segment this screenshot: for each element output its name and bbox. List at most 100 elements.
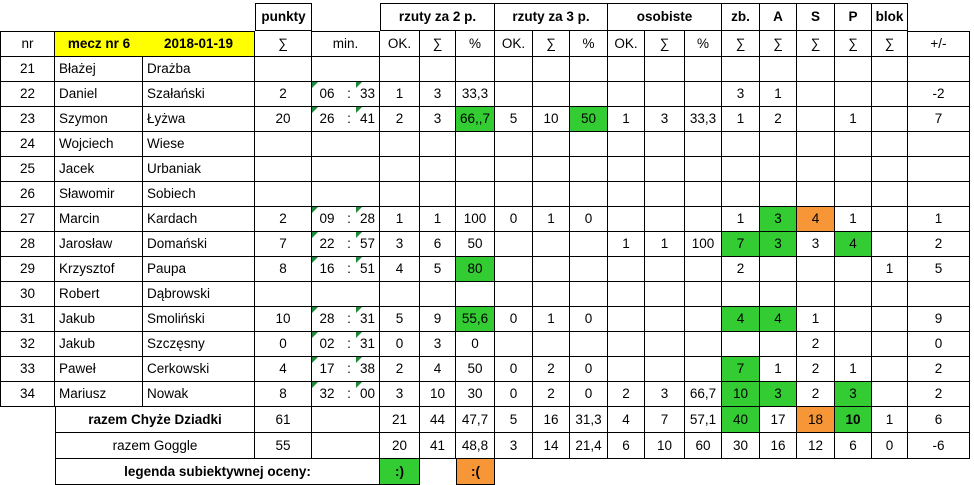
stat-a: 3 [760, 207, 797, 232]
stat-pm: 2 [908, 357, 970, 382]
totals-zb: 30 [722, 433, 760, 459]
player-last-name: Cerkowski [143, 357, 255, 382]
stat-pct3: 0 [570, 207, 608, 232]
stat-okf [608, 157, 645, 182]
player-last-name: Łyżwa [143, 107, 255, 132]
player-minutes: 28 [312, 307, 342, 332]
stat-pctf [685, 132, 722, 157]
stat-blk [872, 382, 908, 407]
stat-attf [645, 82, 685, 107]
time-separator: : [342, 382, 356, 407]
stat-blk [872, 207, 908, 232]
stat-att3 [533, 132, 570, 157]
stat-blk [872, 332, 908, 357]
stat-attf [645, 57, 685, 82]
stat-okf: 1 [608, 107, 645, 132]
sub-pct-rzuty2: % [456, 31, 495, 57]
stat-attf: 3 [645, 107, 685, 132]
stat-att2: 5 [420, 257, 456, 282]
stat-zb [722, 332, 760, 357]
sub-sum-s: ∑ [797, 31, 835, 57]
stat-pct2 [456, 182, 495, 207]
stat-pm [908, 157, 970, 182]
player-first-name: Sławomir [55, 182, 143, 207]
player-last-name: Szczęsny [143, 332, 255, 357]
player-last-name: Domański [143, 232, 255, 257]
stat-okf: 1 [608, 232, 645, 257]
stat-p [835, 157, 872, 182]
player-minutes: 16 [312, 257, 342, 282]
sub-sum-rzuty3: ∑ [533, 31, 570, 57]
totals-pct2: 47,7 [456, 407, 495, 433]
player-seconds: 28 [356, 207, 380, 232]
stat-ok2: 4 [380, 257, 420, 282]
time-separator: : [342, 257, 356, 282]
stat-att3 [533, 332, 570, 357]
totals-att2: 44 [420, 407, 456, 433]
stat-okf [608, 307, 645, 332]
stat-pct2 [456, 157, 495, 182]
stat-a [760, 182, 797, 207]
stat-okf [608, 207, 645, 232]
player-minutes [312, 182, 342, 207]
player-number: 34 [0, 382, 55, 407]
totals-okf: 4 [608, 407, 645, 433]
stat-st [797, 157, 835, 182]
totals-pctf: 57,1 [685, 407, 722, 433]
header-osobiste: osobiste [608, 3, 722, 31]
stat-pctf [685, 307, 722, 332]
player-minutes: 02 [312, 332, 342, 357]
time-separator: : [342, 307, 356, 332]
stat-attf [645, 257, 685, 282]
player-minutes: 09 [312, 207, 342, 232]
player-seconds: 33 [356, 82, 380, 107]
stat-att3: 10 [533, 107, 570, 132]
totals-pctf: 60 [685, 433, 722, 459]
stat-pct2: 30 [456, 382, 495, 407]
stat-okf: 2 [608, 382, 645, 407]
stat-attf [645, 157, 685, 182]
header-rzuty-3p: rzuty za 3 p. [495, 3, 608, 31]
stat-p: 4 [835, 232, 872, 257]
stat-pct2: 55,6 [456, 307, 495, 332]
player-seconds [356, 132, 380, 157]
player-last-name: Drażba [143, 57, 255, 82]
player-number: 21 [0, 57, 55, 82]
totals-ok3: 5 [495, 407, 533, 433]
stat-st [797, 282, 835, 307]
sub-sum-a: ∑ [760, 31, 797, 57]
totals-minutes [312, 433, 380, 459]
stat-pct3: 50 [570, 107, 608, 132]
sub-ok-rzuty3: OK. [495, 31, 533, 57]
stat-ok3 [495, 157, 533, 182]
stat-att3 [533, 57, 570, 82]
player-number: 23 [0, 107, 55, 132]
totals-att3: 16 [533, 407, 570, 433]
stat-attf [645, 207, 685, 232]
player-number: 30 [0, 282, 55, 307]
stat-zb [722, 157, 760, 182]
player-points [255, 157, 312, 182]
stat-st [797, 57, 835, 82]
match-date: 2018-01-19 [143, 31, 255, 57]
stat-pct3 [570, 82, 608, 107]
stat-ok3: 5 [495, 107, 533, 132]
stat-a [760, 157, 797, 182]
header-asysty: A [760, 3, 797, 31]
stat-ok2: 3 [380, 232, 420, 257]
stat-ok2 [380, 182, 420, 207]
stat-ok2: 2 [380, 107, 420, 132]
stat-zb: 7 [722, 232, 760, 257]
stat-att2 [420, 282, 456, 307]
player-first-name: Jakub [55, 307, 143, 332]
player-minutes: 22 [312, 232, 342, 257]
stat-ok3 [495, 282, 533, 307]
stat-a [760, 332, 797, 357]
stat-a: 3 [760, 232, 797, 257]
player-number: 32 [0, 332, 55, 357]
totals-label: razem Goggle [55, 433, 255, 459]
stat-attf [645, 332, 685, 357]
time-separator: : [342, 357, 356, 382]
totals-attf: 10 [645, 433, 685, 459]
player-first-name: Robert [55, 282, 143, 307]
